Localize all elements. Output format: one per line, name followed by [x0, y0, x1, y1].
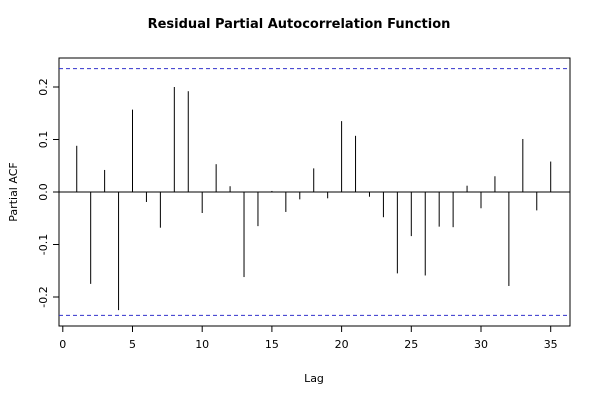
- x-tick-label: 25: [404, 338, 418, 351]
- x-tick-label: 10: [195, 338, 209, 351]
- x-axis-label: Lag: [304, 372, 324, 385]
- y-tick-label: 0.0: [37, 183, 50, 201]
- y-axis: -0.2 -0.1 0.0 0.1 0.2: [37, 78, 60, 308]
- y-tick-label: -0.1: [37, 234, 50, 255]
- x-tick-label: 35: [544, 338, 558, 351]
- y-tick-label: 0.2: [37, 78, 50, 96]
- x-tick-label: 15: [265, 338, 279, 351]
- chart-title: Residual Partial Autocorrelation Functio…: [148, 17, 451, 32]
- pacf-bars: [76, 87, 552, 311]
- x-tick-label: 0: [59, 338, 66, 351]
- x-tick-label: 30: [474, 338, 488, 351]
- x-tick-label: 5: [129, 338, 136, 351]
- x-tick-label: 20: [335, 338, 349, 351]
- confidence-bounds: [59, 68, 570, 316]
- y-tick-label: 0.1: [37, 131, 50, 149]
- y-tick-label: -0.2: [37, 286, 50, 307]
- x-axis: 0 5 10 15 20 25 30 35: [59, 325, 558, 351]
- y-axis-label: Partial ACF: [7, 162, 20, 221]
